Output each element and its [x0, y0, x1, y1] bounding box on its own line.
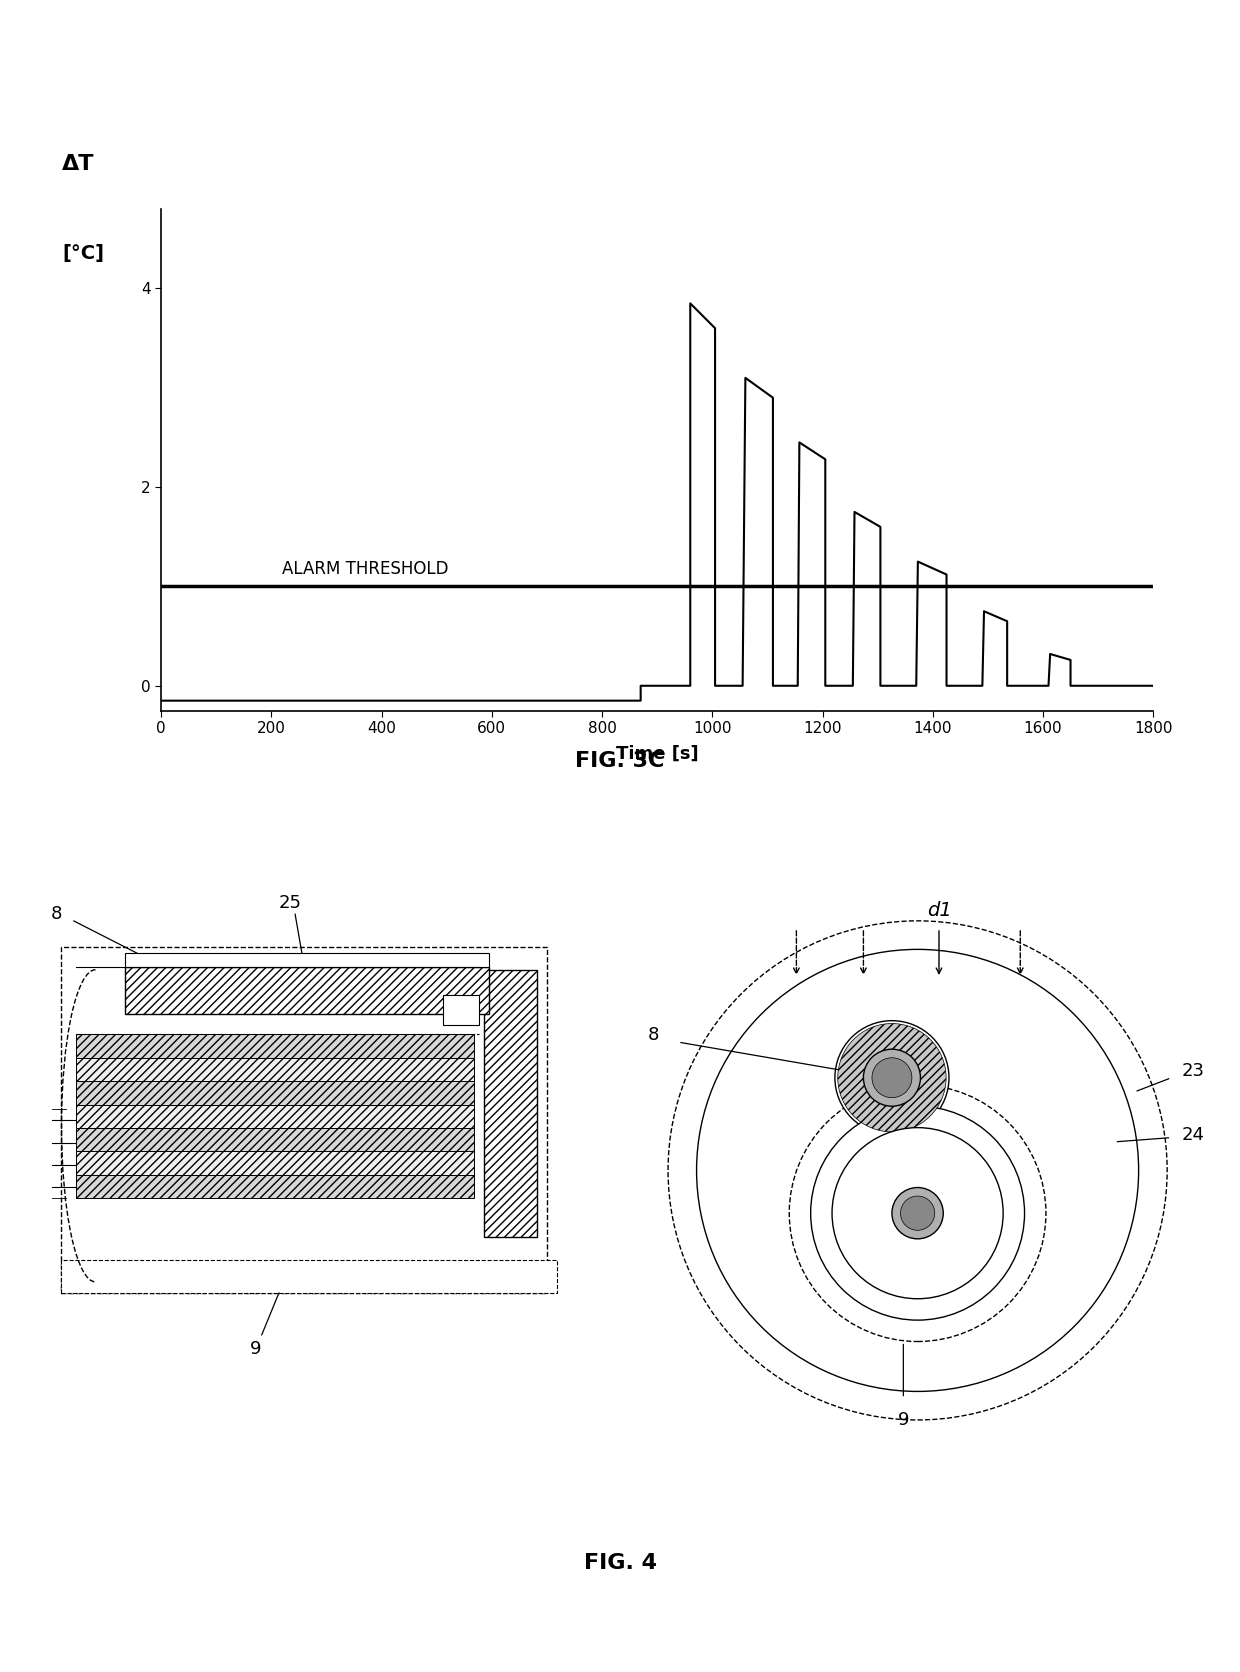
Text: 25: 25 [278, 895, 301, 911]
Bar [124, 953, 489, 966]
Bar [76, 1152, 474, 1175]
Text: d1: d1 [926, 901, 951, 920]
Text: 24: 24 [1182, 1125, 1204, 1144]
Circle shape [900, 1195, 935, 1231]
Text: 8: 8 [51, 905, 62, 923]
Bar [62, 948, 547, 1292]
Bar [484, 970, 537, 1237]
Text: FIG. 3C: FIG. 3C [575, 751, 665, 771]
Bar [443, 995, 479, 1025]
Bar [62, 1259, 557, 1292]
Bar [76, 1105, 474, 1129]
Text: FIG. 4: FIG. 4 [584, 1553, 656, 1573]
Bar [76, 1035, 474, 1058]
Text: ALARM THRESHOLD: ALARM THRESHOLD [283, 560, 449, 579]
Text: [°C]: [°C] [62, 244, 104, 263]
Text: ΔT: ΔT [62, 154, 94, 174]
Circle shape [832, 1127, 1003, 1299]
Text: 9: 9 [250, 1339, 262, 1358]
Text: 9: 9 [898, 1411, 909, 1430]
Circle shape [872, 1058, 911, 1099]
X-axis label: Time [s]: Time [s] [616, 744, 698, 762]
Circle shape [697, 950, 1138, 1391]
Circle shape [811, 1107, 1024, 1321]
Circle shape [892, 1187, 944, 1239]
Circle shape [863, 1050, 920, 1107]
Bar [76, 1175, 474, 1199]
Circle shape [835, 1020, 949, 1135]
Circle shape [668, 921, 1167, 1420]
Bar [76, 1058, 474, 1082]
Text: 8: 8 [649, 1027, 660, 1043]
Circle shape [838, 1023, 946, 1132]
Circle shape [789, 1085, 1045, 1341]
Text: 23: 23 [1182, 1062, 1204, 1080]
Bar [124, 966, 489, 1015]
Bar [76, 1129, 474, 1152]
Bar [76, 1082, 474, 1105]
